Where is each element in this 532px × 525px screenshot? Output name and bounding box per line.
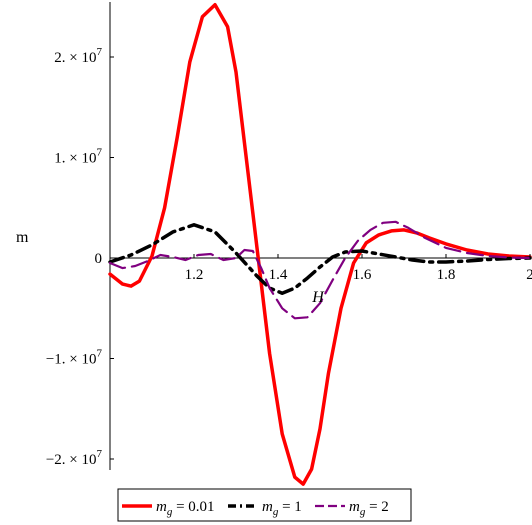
x-tick-label: 1.6	[353, 267, 372, 283]
y-tick-label: 2. × 107	[54, 46, 102, 66]
y-tick-label: −1. × 107	[46, 348, 103, 368]
x-tick-label: 1.8	[437, 267, 456, 283]
series-layer	[108, 2, 532, 486]
x-tick-label: 2	[526, 267, 532, 283]
axes	[109, 2, 531, 470]
series-line-1	[108, 2, 532, 486]
series-line-3	[108, 220, 532, 320]
legend-box	[117, 488, 412, 522]
series-line-2	[108, 223, 532, 295]
y-tick-label: 0	[95, 251, 103, 267]
x-axis-label: H	[311, 289, 325, 306]
ticks-layer: 1.2 1.4 1.6 1.8 2 2. × 107 1. × 107 0 −1. × 107 −…	[46, 46, 532, 468]
y-tick-label: 1. × 107	[54, 147, 102, 167]
y-axis-label: m	[16, 229, 29, 246]
legend-label: mg = 0.01	[156, 499, 215, 518]
y-tick-label: −2. × 107	[46, 448, 103, 468]
x-tick-label: 1.4	[269, 267, 288, 283]
legend: mg = 0.01 mg = 1 mg = 2	[117, 488, 412, 522]
legend-label: mg = 1	[262, 499, 302, 518]
x-tick-label: 1.2	[185, 267, 204, 283]
legend-label: mg = 2	[349, 499, 389, 518]
